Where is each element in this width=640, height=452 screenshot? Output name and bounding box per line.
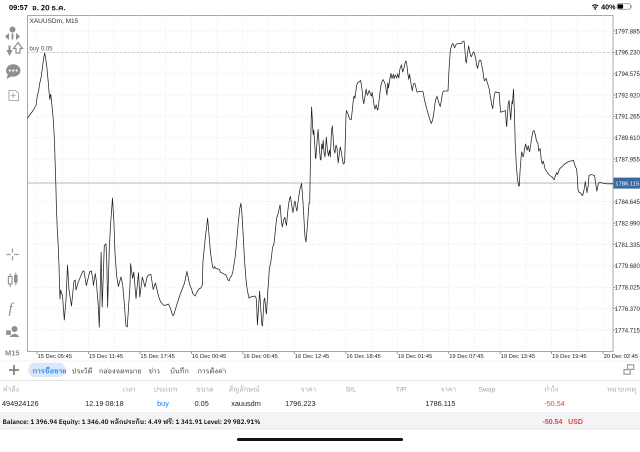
svg-text:-50.54 USD: -50.54 USD bbox=[543, 419, 583, 426]
svg-text:15 Dec 17:45: 15 Dec 17:45 bbox=[140, 354, 174, 360]
svg-text:1787.955: 1787.955 bbox=[615, 157, 640, 163]
svg-text:15 Dec 05:45: 15 Dec 05:45 bbox=[38, 354, 72, 360]
svg-text:09:57: 09:57 bbox=[9, 3, 28, 12]
svg-text:16 Dec 18:45: 16 Dec 18:45 bbox=[346, 354, 380, 360]
svg-text:1791.265: 1791.265 bbox=[615, 115, 640, 121]
svg-text:19 Dec 01:45: 19 Dec 01:45 bbox=[398, 354, 432, 360]
svg-text:1784.645: 1784.645 bbox=[615, 200, 640, 206]
svg-text:1796.230: 1796.230 bbox=[615, 51, 640, 57]
svg-text:19 Dec 13:45: 19 Dec 13:45 bbox=[501, 354, 535, 360]
svg-text:1796.223: 1796.223 bbox=[285, 399, 315, 408]
svg-text:1779.680: 1779.680 bbox=[615, 264, 640, 270]
svg-text:20 Dec 02:45: 20 Dec 02:45 bbox=[604, 354, 638, 360]
svg-text:-50.54: -50.54 bbox=[544, 399, 565, 408]
svg-text:1776.370: 1776.370 bbox=[615, 307, 640, 313]
svg-text:15 Dec 11:45: 15 Dec 11:45 bbox=[89, 354, 123, 360]
svg-text:1786.115: 1786.115 bbox=[425, 399, 455, 408]
svg-text:XAUUSDm, M15: XAUUSDm, M15 bbox=[30, 18, 79, 25]
svg-text:buy 0.05: buy 0.05 bbox=[30, 47, 54, 53]
svg-text:S/L: S/L bbox=[346, 387, 356, 394]
svg-text:1792.920: 1792.920 bbox=[615, 93, 640, 99]
svg-text:0.05: 0.05 bbox=[195, 399, 209, 408]
svg-text:12.19 08:18: 12.19 08:18 bbox=[85, 399, 124, 408]
svg-text:T/P: T/P bbox=[396, 387, 407, 394]
svg-text:1782.990: 1782.990 bbox=[615, 222, 640, 228]
svg-text:1794.575: 1794.575 bbox=[615, 72, 640, 78]
svg-text:xauusdm: xauusdm bbox=[231, 399, 261, 408]
svg-text:16 Dec 12:45: 16 Dec 12:45 bbox=[295, 354, 329, 360]
svg-text:1789.610: 1789.610 bbox=[615, 136, 640, 142]
svg-text:Swap: Swap bbox=[478, 387, 495, 394]
svg-text:1786.115: 1786.115 bbox=[615, 182, 640, 188]
svg-text:19 Dec 19:45: 19 Dec 19:45 bbox=[552, 354, 586, 360]
svg-text:M15: M15 bbox=[5, 349, 20, 358]
svg-text:buy: buy bbox=[157, 399, 169, 408]
svg-text:1797.885: 1797.885 bbox=[615, 29, 640, 35]
svg-text:16 Dec 06:45: 16 Dec 06:45 bbox=[243, 354, 277, 360]
svg-text:40%: 40% bbox=[601, 3, 616, 12]
svg-text:19 Dec 07:45: 19 Dec 07:45 bbox=[449, 354, 483, 360]
svg-text:494924126: 494924126 bbox=[2, 399, 39, 408]
svg-text:16 Dec 00:45: 16 Dec 00:45 bbox=[192, 354, 226, 360]
svg-text:1774.715: 1774.715 bbox=[615, 328, 640, 334]
svg-text:1778.025: 1778.025 bbox=[615, 286, 640, 292]
svg-text:1781.335: 1781.335 bbox=[615, 243, 640, 249]
